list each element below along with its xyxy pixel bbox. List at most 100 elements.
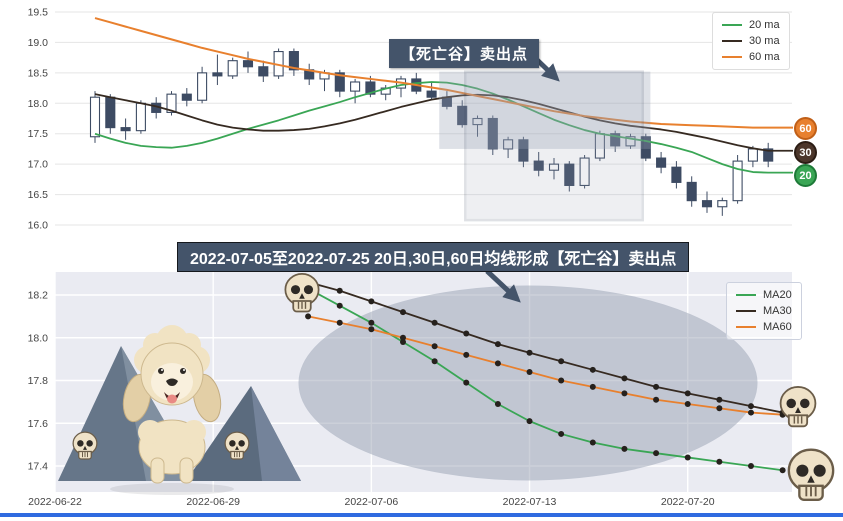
data-point — [779, 467, 786, 474]
candle-body — [365, 81, 376, 95]
data-point — [653, 383, 660, 390]
data-point — [621, 390, 628, 397]
skull-icon — [787, 448, 835, 502]
data-point — [589, 383, 596, 390]
candle-body — [197, 72, 208, 101]
data-point — [747, 409, 754, 416]
candle-body — [105, 96, 116, 129]
legend-item-ma60: MA60 — [736, 321, 792, 333]
x-tick-label: 2022-07-20 — [661, 496, 715, 508]
candle-body — [625, 136, 636, 147]
candle-body — [610, 133, 621, 147]
candle-body — [426, 90, 437, 98]
death-valley-band — [439, 71, 651, 149]
legend-label: MA60 — [763, 321, 792, 333]
x-tick-label: 2022-06-29 — [186, 496, 240, 508]
death-valley-ellipse — [298, 285, 758, 481]
candle-body — [487, 117, 498, 150]
data-point — [526, 368, 533, 375]
data-point — [336, 302, 343, 309]
candle-body — [457, 105, 468, 126]
y-tick-label: 17.0 — [28, 159, 49, 171]
candle-body — [533, 160, 544, 171]
candle-body — [732, 160, 743, 202]
data-point — [684, 390, 691, 397]
candle-body — [120, 127, 131, 132]
candle-body — [564, 163, 575, 186]
y-tick-label: 16.0 — [28, 219, 49, 231]
y-tick-label: 16.5 — [28, 189, 49, 201]
data-point — [305, 313, 312, 320]
ma20-line-swatch — [736, 294, 756, 296]
data-point — [494, 341, 501, 348]
y-tick-label: 17.5 — [28, 128, 49, 140]
data-point — [621, 445, 628, 452]
data-point — [716, 405, 723, 412]
data-point — [368, 298, 375, 305]
candle-body — [656, 157, 667, 168]
death-valley-box — [464, 70, 644, 222]
data-point — [747, 463, 754, 469]
ma20-line — [94, 81, 793, 174]
data-point — [589, 366, 596, 373]
data-point — [684, 401, 691, 408]
data-point — [558, 358, 565, 365]
candle-body — [640, 136, 651, 159]
ma20-line-swatch — [722, 24, 742, 26]
data-point — [368, 319, 375, 326]
badge-ma30: 30 — [794, 141, 817, 164]
candle-body — [181, 93, 192, 101]
y-tick-label: 19.0 — [28, 37, 49, 49]
legend-label: 30 ma — [749, 35, 780, 47]
data-point — [336, 319, 343, 326]
y-tick-label: 17.8 — [28, 375, 49, 387]
ma30-line — [307, 281, 783, 414]
x-tick-label: 2022-06-22 — [28, 496, 82, 508]
candle-body — [227, 60, 238, 77]
candle-body — [579, 157, 590, 186]
data-point — [716, 396, 723, 403]
ma20-line — [307, 287, 783, 472]
ma60-line — [307, 315, 783, 416]
ma30-line-swatch — [736, 310, 756, 312]
data-point — [431, 343, 438, 350]
candle-body — [166, 93, 177, 113]
ma60-line-swatch — [736, 326, 756, 328]
legend-label: 20 ma — [749, 19, 780, 31]
data-point — [621, 375, 628, 382]
candle-body — [747, 148, 758, 162]
legend-item-20ma: 20 ma — [722, 19, 780, 31]
data-point — [431, 358, 438, 365]
data-point — [526, 349, 533, 356]
data-point — [653, 396, 660, 403]
data-point — [431, 319, 438, 326]
y-tick-label: 18.0 — [28, 98, 49, 110]
data-point — [716, 458, 723, 465]
death-valley-sell-annotation: 【死亡谷】卖出点 — [389, 39, 540, 68]
candle-body — [258, 66, 269, 77]
candle-body — [763, 148, 774, 162]
data-point — [463, 330, 470, 337]
title-banner: 2022-07-05至2022-07-25 20日,30日,60日均线形成【死亡… — [177, 242, 690, 272]
data-point — [494, 401, 501, 408]
data-point — [558, 377, 565, 384]
ma30-line — [94, 93, 793, 152]
legend-label: MA30 — [763, 305, 792, 317]
legend-item-ma20: MA20 — [736, 289, 792, 301]
candle-body — [472, 117, 483, 126]
data-point — [526, 418, 533, 425]
data-point — [463, 379, 470, 386]
x-tick-label: 2022-07-06 — [345, 496, 399, 508]
x-tick-label: 2022-07-13 — [503, 496, 557, 508]
y-tick-label: 18.5 — [28, 67, 49, 79]
ma30-line-swatch — [722, 40, 742, 42]
candle-body — [334, 72, 345, 92]
legend-label: MA20 — [763, 289, 792, 301]
legend-top: 20 ma 30 ma 60 ma — [712, 12, 790, 70]
data-point — [747, 403, 754, 410]
candle-body — [212, 72, 223, 77]
legend-item-60ma: 60 ma — [722, 51, 780, 63]
y-tick-label: 18.0 — [28, 332, 49, 344]
y-tick-label: 17.4 — [28, 461, 49, 473]
